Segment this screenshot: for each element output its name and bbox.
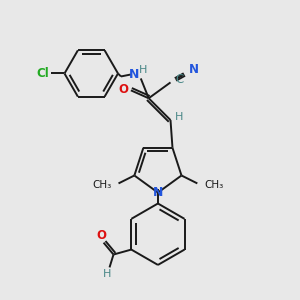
Text: H: H [103,269,112,279]
Text: CH₃: CH₃ [204,180,224,190]
Text: H: H [175,112,184,122]
Text: H: H [139,64,147,74]
Text: C: C [176,73,184,86]
Text: Cl: Cl [36,67,49,80]
Text: N: N [153,186,163,199]
Text: CH₃: CH₃ [92,180,112,190]
Text: O: O [97,229,106,242]
Text: N: N [129,68,139,81]
Text: N: N [189,63,199,76]
Text: O: O [118,83,128,96]
